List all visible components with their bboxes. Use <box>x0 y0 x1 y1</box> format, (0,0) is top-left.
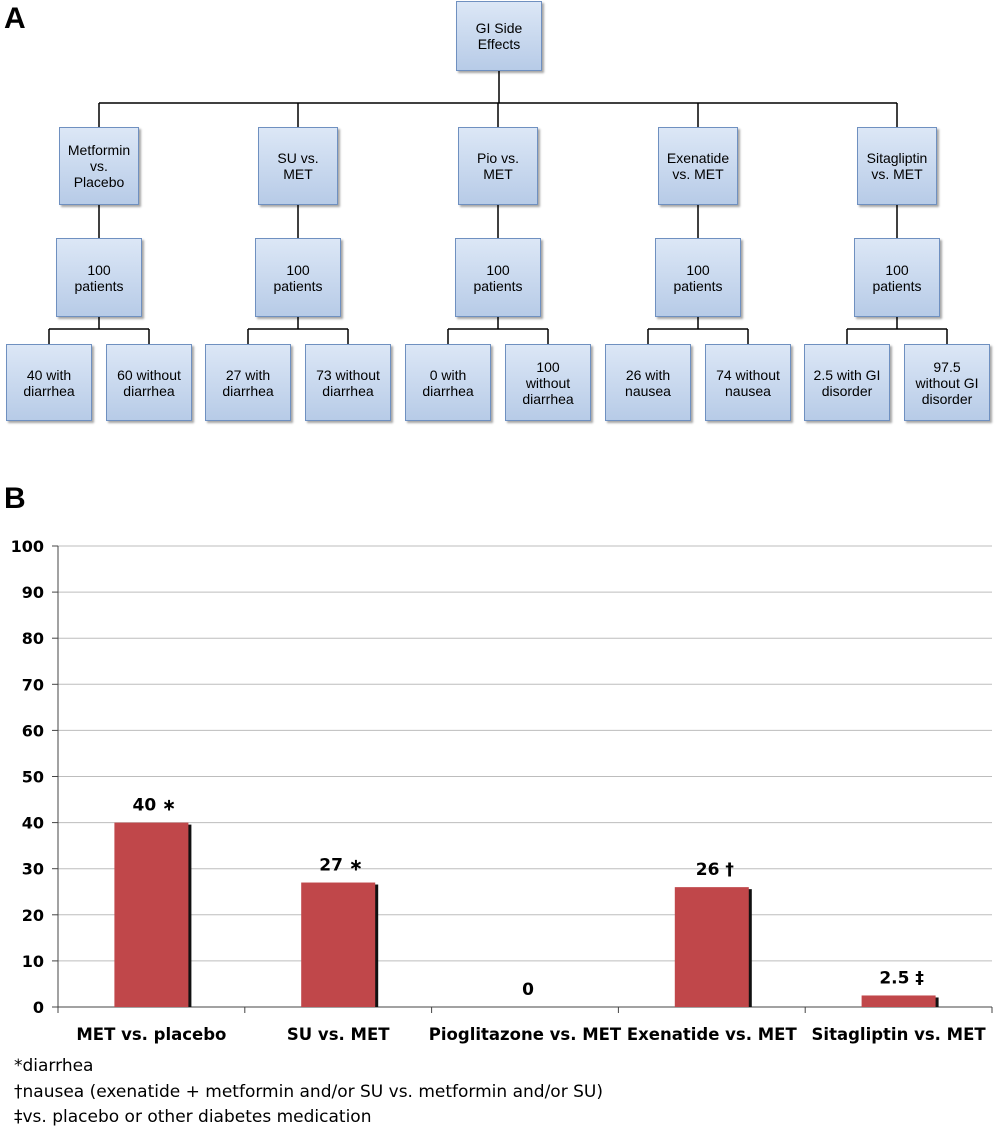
with-node-pio-met: 0 with diarrhea <box>405 344 491 421</box>
category-label-0: MET vs. placebo <box>76 1025 226 1044</box>
patients-node-sitagliptin-met: 100 patients <box>854 238 940 317</box>
without-node-su-met: 73 without diarrhea <box>305 344 391 421</box>
bar-0 <box>114 822 189 1007</box>
y-tick-label-10: 10 <box>22 952 44 971</box>
footnote-other: ‡vs. placebo or other diabetes medicatio… <box>14 1107 372 1127</box>
category-label-3: Exenatide vs. MET <box>627 1025 798 1044</box>
footnote-nausea: †nausea (exenatide + metformin and/or SU… <box>14 1082 603 1102</box>
comparison-node-exenatide-met: Exenatide vs. MET <box>658 127 738 205</box>
category-label-1: SU vs. MET <box>287 1025 390 1044</box>
patients-node-exenatide-met: 100 patients <box>655 238 741 317</box>
y-tick-label-80: 80 <box>22 629 44 648</box>
comparison-node-su-met: SU vs. MET <box>258 127 338 205</box>
y-tick-label-0: 0 <box>33 998 44 1017</box>
without-node-sitagliptin-met: 97.5 without GI disorder <box>904 344 990 421</box>
bar-1 <box>301 882 376 1007</box>
comparison-node-sitagliptin-met: Sitagliptin vs. MET <box>857 127 937 205</box>
flowchart-connectors <box>48 71 948 344</box>
data-label-1: 27 ∗ <box>319 856 363 876</box>
category-label-4: Sitagliptin vs. MET <box>812 1025 987 1044</box>
bar-4 <box>861 995 936 1007</box>
with-node-su-met: 27 with diarrhea <box>205 344 291 421</box>
with-node-sitagliptin-met: 2.5 with GI disorder <box>804 344 890 421</box>
without-node-pio-met: 100 without diarrhea <box>505 344 591 421</box>
category-label-2: Pioglitazone vs. MET <box>429 1025 622 1044</box>
data-label-4: 2.5 ‡ <box>879 968 924 988</box>
comparison-node-pio-met: Pio vs. MET <box>458 127 538 205</box>
patients-node-metformin-placebo: 100 patients <box>56 238 142 317</box>
with-node-metformin-placebo: 40 with diarrhea <box>6 344 92 421</box>
root-node: GI Side Effects <box>456 1 542 71</box>
bar-chart: 0 10 20 30 40 50 60 70 80 90 100 40 ∗ MET vs. placeb… <box>11 537 993 1044</box>
data-label-2: 0 <box>522 980 534 1000</box>
panel-b-letter: B <box>4 482 26 515</box>
y-tick-label-30: 30 <box>22 860 44 879</box>
y-tick-label-100: 100 <box>11 537 44 556</box>
y-tick-label-90: 90 <box>22 583 44 602</box>
y-tick-label-60: 60 <box>22 721 44 740</box>
patients-node-su-met: 100 patients <box>255 238 341 317</box>
footnote-diarrhea: *diarrhea <box>14 1056 94 1076</box>
without-node-exenatide-met: 74 without nausea <box>705 344 791 421</box>
with-node-exenatide-met: 26 with nausea <box>605 344 691 421</box>
panel-a-letter: A <box>4 2 26 35</box>
data-label-3: 26 † <box>696 860 734 880</box>
y-tick-label-50: 50 <box>22 768 44 787</box>
bar-3 <box>674 887 749 1007</box>
y-tick-label-20: 20 <box>22 906 44 925</box>
patients-node-pio-met: 100 patients <box>455 238 541 317</box>
y-tick-label-40: 40 <box>22 814 44 833</box>
data-label-0: 40 ∗ <box>132 796 176 816</box>
y-tick-label-70: 70 <box>22 675 44 694</box>
without-node-metformin-placebo: 60 without diarrhea <box>106 344 192 421</box>
comparison-node-metformin-placebo: Metformin vs. Placebo <box>59 127 139 205</box>
